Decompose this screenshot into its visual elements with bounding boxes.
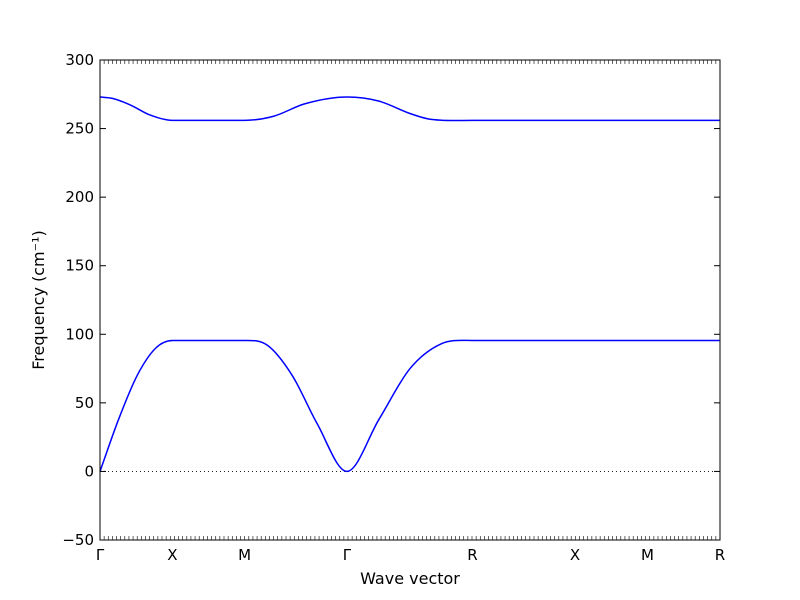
x-tick-label: Γ	[343, 546, 352, 564]
x-tick-label: X	[570, 546, 580, 564]
x-tick-label: Γ	[96, 546, 105, 564]
y-tick-label: 250	[65, 120, 94, 138]
x-tick-label: M	[641, 546, 654, 564]
x-axis-label: Wave vector	[360, 569, 460, 588]
y-axis-label: Frequency (cm⁻¹)	[29, 230, 48, 369]
band-line-1	[99, 339, 720, 473]
x-tick-label: M	[238, 546, 251, 564]
plot-frame	[99, 59, 721, 541]
y-tick-label: 150	[65, 257, 94, 275]
band-line-2	[99, 96, 720, 122]
x-tick-label: X	[167, 546, 177, 564]
x-tick-label: R	[467, 546, 477, 564]
y-tick-label: 50	[75, 394, 94, 412]
y-tick-label: −50	[62, 531, 94, 549]
y-tick-label: 300	[65, 51, 94, 69]
x-tick-label: R	[715, 546, 725, 564]
y-tick-label: 200	[65, 188, 94, 206]
y-tick-label: 0	[84, 462, 94, 480]
y-tick-label: 100	[65, 325, 94, 343]
